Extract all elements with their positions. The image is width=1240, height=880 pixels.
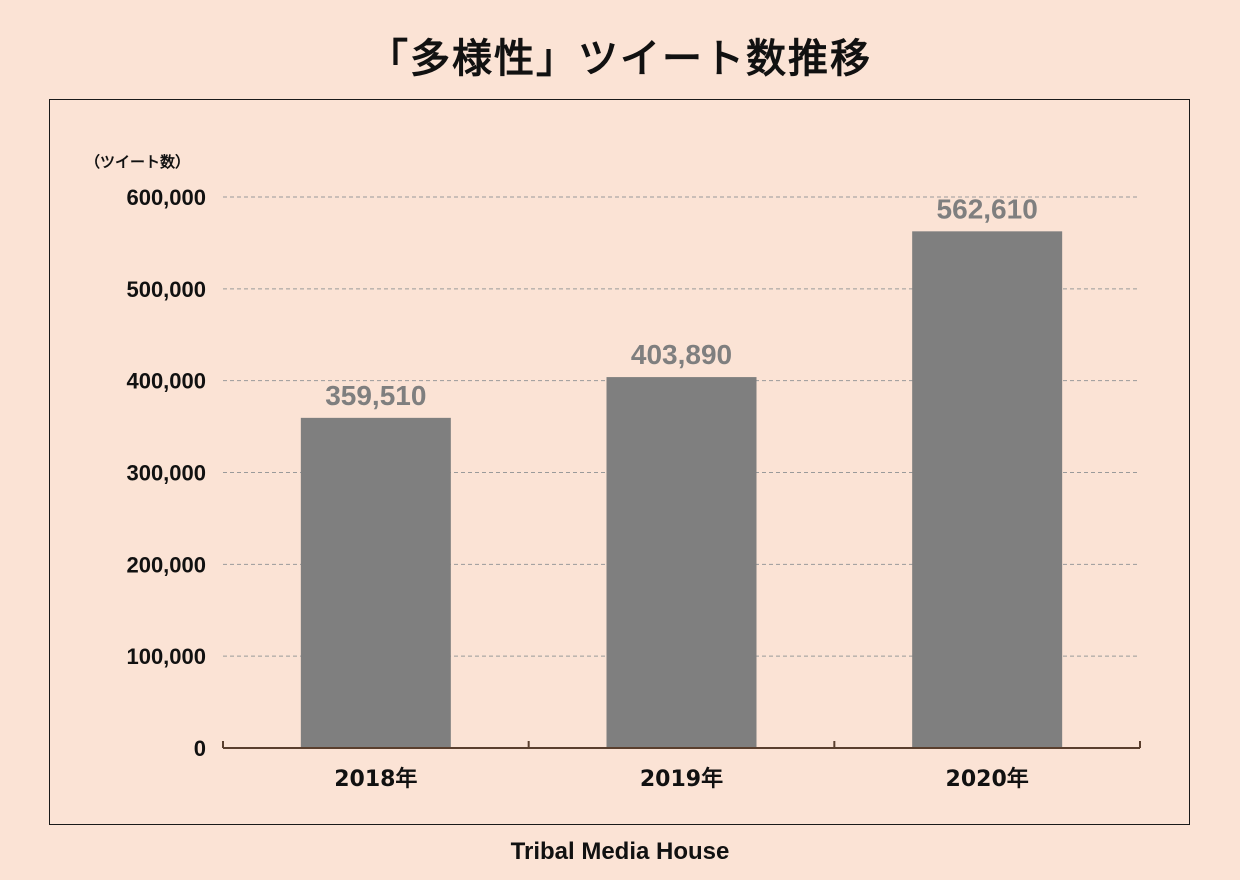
y-tick-label: 400,000: [126, 369, 206, 394]
y-axis-label: （ツイート数）: [85, 153, 190, 171]
bar: [606, 377, 757, 748]
source-credit: Tribal Media House: [510, 838, 730, 865]
chart-frame: [49, 99, 1190, 825]
data-label: 562,610: [937, 193, 1038, 224]
data-label: 403,890: [631, 339, 732, 370]
y-tick-label: 200,000: [126, 552, 206, 577]
y-tick-label: 600,000: [126, 185, 206, 210]
y-tick-label: 0: [194, 736, 206, 761]
data-label: 359,510: [325, 380, 426, 411]
x-tick-label: 2018年: [334, 766, 417, 792]
chart-title: 「多様性」ツイート数推移: [368, 36, 872, 82]
x-tick-label: 2019年: [640, 766, 723, 792]
y-tick-label: 100,000: [126, 644, 206, 669]
bar: [300, 417, 451, 748]
y-tick-label: 300,000: [126, 461, 206, 486]
x-tick-label: 2020年: [946, 766, 1029, 792]
y-tick-label: 500,000: [126, 277, 206, 302]
bar: [912, 231, 1063, 748]
